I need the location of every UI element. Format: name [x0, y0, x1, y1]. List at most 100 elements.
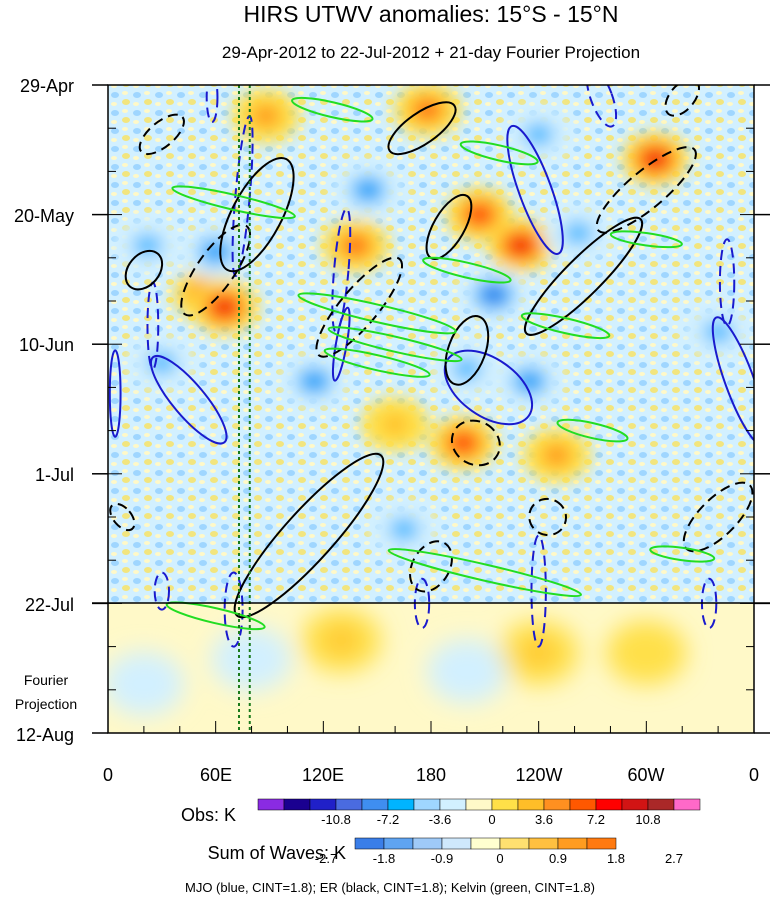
anomaly-blob — [708, 324, 728, 340]
legend-tick-label: -0.9 — [431, 851, 453, 866]
er-contour — [138, 113, 185, 156]
kelvin-contour — [556, 418, 629, 443]
er-contour — [109, 502, 136, 532]
kelvin-contour — [459, 140, 539, 166]
legend-swatch — [309, 798, 337, 811]
kelvin-contour — [649, 545, 716, 563]
y-tick-label: 29-Apr — [20, 76, 74, 96]
er-contour — [409, 540, 453, 593]
x-axis-labels: 0 60E 120E 180 120W 60W 0 — [103, 765, 759, 785]
legend-swatch — [354, 837, 385, 850]
kelvin-contour — [327, 326, 463, 363]
legend-tick-label: 1.8 — [607, 851, 625, 866]
anomaly-blob — [229, 641, 274, 677]
mjo-contour — [443, 349, 534, 426]
y-tick-label: 12-Aug — [16, 725, 74, 745]
er-contour — [664, 85, 700, 117]
x-tick-label: 0 — [103, 765, 113, 785]
anomaly-blob — [306, 374, 323, 388]
er-contour — [124, 249, 164, 291]
legend-swatch — [283, 798, 311, 811]
legend-swatch — [586, 837, 617, 850]
kelvin-contour — [520, 312, 611, 340]
y-axis-labels: 29-Apr 20-May 10-Jun 1-Jul 22-Jul 12-Aug — [14, 76, 74, 745]
wave-contours — [108, 85, 754, 648]
y-tick-label: 22-Jul — [25, 595, 74, 615]
legend-swatch — [465, 798, 493, 811]
obs-legend: Obs: K -10.8 -7.2 -3.6 0 3.6 7.2 10.8 — [181, 798, 701, 827]
legend-tick-label: -10.8 — [321, 812, 351, 827]
kelvin-contour — [291, 96, 374, 123]
legend-swatch — [569, 798, 597, 811]
chart-title: HIRS UTWV anomalies: 15°S - 15°N — [243, 1, 618, 27]
er-contour — [233, 452, 385, 619]
legend-tick-label: 3.6 — [535, 812, 553, 827]
y-tick-label: 10-Jun — [19, 335, 74, 355]
er-contour — [444, 315, 490, 386]
er-contour — [595, 146, 697, 234]
er-contour — [387, 101, 457, 156]
legend-tick-label: 10.8 — [635, 812, 660, 827]
anomaly-blob — [218, 302, 231, 312]
mjo-contour — [223, 571, 244, 648]
anomaly-blob — [457, 361, 477, 377]
legend-tick-label: 7.2 — [587, 812, 605, 827]
legend-tick-label: 0 — [488, 812, 495, 827]
anomaly-blob — [472, 209, 487, 220]
footnote: MJO (blue, CINT=1.8); ER (black, CINT=1.… — [185, 880, 595, 895]
legend-swatch — [412, 837, 443, 850]
legend-tick-label: -1.8 — [373, 851, 395, 866]
kelvin-contour — [297, 292, 457, 335]
anomaly-blob — [528, 126, 549, 143]
legend-tick-label: 2.7 — [665, 851, 683, 866]
legend-swatch — [491, 798, 519, 811]
x-tick-label: 120W — [515, 765, 562, 785]
legend-swatch — [517, 798, 545, 811]
kelvin-contour — [422, 256, 512, 284]
projection-label-line: Fourier — [24, 672, 69, 688]
er-contour — [315, 256, 404, 358]
anomaly-blob — [546, 447, 567, 464]
legend-tick-label: -3.6 — [429, 812, 451, 827]
kelvin-contour — [609, 230, 683, 249]
mjo-contour — [711, 316, 754, 447]
legend-tick-label: 0 — [496, 851, 503, 866]
legend-swatch — [441, 837, 472, 850]
obs-legend-swatches — [257, 798, 701, 811]
legend-swatch — [528, 837, 559, 850]
legend-swatch — [499, 837, 530, 850]
kelvin-contour — [171, 185, 296, 220]
anomaly-blob — [523, 640, 554, 665]
x-tick-label: 120E — [302, 765, 344, 785]
anomaly-blob — [360, 183, 377, 197]
legend-tick-label: 0.9 — [549, 851, 567, 866]
legend-swatch — [621, 798, 649, 811]
mjo-contour — [506, 124, 564, 255]
obs-legend-ticks: -10.8 -7.2 -3.6 0 3.6 7.2 10.8 — [321, 812, 660, 827]
kelvin-contour — [323, 347, 431, 378]
projection-label: Fourier Projection — [15, 672, 77, 712]
anomaly-blob — [456, 437, 470, 449]
legend-swatch — [557, 837, 588, 850]
mjo-contour — [585, 85, 618, 128]
waves-legend-label: Sum of Waves: K — [208, 843, 346, 863]
legend-swatch — [361, 798, 389, 811]
anomaly-blob — [137, 237, 158, 254]
er-contour — [180, 223, 252, 317]
x-tick-label: 60W — [627, 765, 664, 785]
er-contour — [523, 216, 644, 336]
legend-swatch — [383, 837, 414, 850]
axis-ticks — [92, 84, 770, 734]
anomaly-blob — [445, 653, 489, 689]
legend-swatch — [439, 798, 467, 811]
legend-swatch — [647, 798, 675, 811]
x-tick-label: 180 — [416, 765, 446, 785]
legend-tick-label: -7.2 — [377, 812, 399, 827]
legend-swatch — [387, 798, 415, 811]
er-contour — [450, 419, 501, 467]
anomaly-blob — [515, 240, 527, 250]
mjo-contour — [149, 354, 228, 445]
legend-swatch — [257, 798, 285, 811]
anomaly-blob — [256, 108, 276, 124]
